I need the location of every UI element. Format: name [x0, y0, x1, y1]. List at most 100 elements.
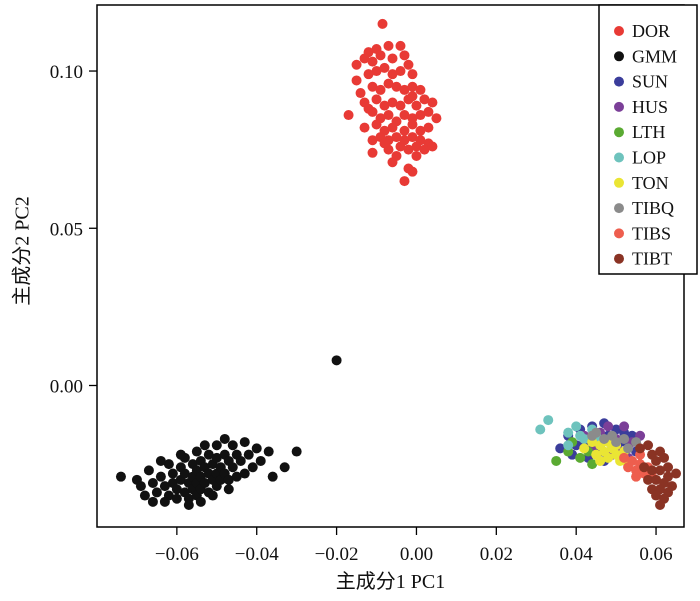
dor-point — [383, 40, 394, 51]
gmm-point — [251, 443, 262, 454]
ton-point — [595, 455, 606, 466]
y-tick-label: 0.05 — [50, 219, 83, 240]
lth-point — [587, 459, 598, 470]
dor-point — [375, 50, 386, 61]
dor-point — [383, 78, 394, 89]
y-tick-label: 0.10 — [50, 62, 83, 83]
gmm-point — [199, 477, 210, 488]
dor-point — [395, 141, 406, 152]
dor-point — [415, 110, 426, 121]
legend-box — [598, 4, 698, 275]
lop-point — [575, 430, 586, 441]
dor-point — [371, 119, 382, 130]
gmm-point — [143, 465, 154, 476]
dor-point — [391, 132, 402, 143]
dor-point — [423, 106, 434, 117]
tibq-point — [619, 433, 630, 444]
x-axis-title: 主成分1 PC1 — [336, 570, 445, 593]
lop-point — [571, 421, 582, 432]
series-tibq — [587, 427, 642, 454]
legend-label-gmm: GMM — [632, 46, 677, 66]
dor-point — [367, 56, 378, 67]
gmm-point — [159, 496, 170, 507]
gmm-point — [227, 440, 238, 451]
dor-point — [375, 84, 386, 95]
dor-point — [379, 100, 390, 111]
y-tick-label: 0.00 — [50, 376, 83, 397]
gmm-point — [171, 493, 182, 504]
gmm-point — [167, 468, 178, 479]
lth-point — [575, 452, 586, 463]
series-dor — [343, 18, 442, 187]
x-tick-label: −0.02 — [315, 544, 359, 565]
gmm-point — [211, 452, 222, 463]
gmm-point — [219, 433, 230, 444]
sun-point — [555, 443, 566, 454]
lop-point — [535, 424, 546, 435]
gmm-point — [235, 455, 246, 466]
legend-swatch-tibq — [614, 203, 624, 214]
x-tick-label: −0.06 — [155, 544, 199, 565]
hus-point — [603, 421, 614, 432]
tibq-point — [587, 430, 598, 441]
dor-point — [355, 88, 366, 99]
dor-point — [419, 144, 430, 155]
dor-point — [387, 122, 398, 133]
gmm-point — [207, 490, 218, 501]
legend-swatch-dor — [614, 26, 624, 36]
tibt-point — [651, 474, 662, 485]
dor-point — [367, 135, 378, 146]
dor-point — [363, 103, 374, 114]
dor-point — [351, 59, 362, 70]
gmm-point — [331, 355, 342, 366]
gmm-point — [195, 496, 206, 507]
dor-point — [403, 144, 414, 155]
gmm-point — [291, 446, 302, 457]
dor-point — [379, 62, 390, 73]
ton-point — [579, 443, 590, 454]
dor-point — [399, 176, 410, 187]
dor-point — [431, 113, 442, 124]
dor-point — [371, 94, 382, 105]
series-lop — [535, 415, 606, 451]
dor-point — [343, 110, 354, 121]
gmm-point — [147, 477, 158, 488]
dor-point — [379, 138, 390, 149]
gmm-point — [227, 462, 238, 473]
tibs-point — [627, 455, 638, 466]
gmm-point — [263, 446, 274, 457]
data-points-layer — [115, 18, 682, 510]
gmm-point — [135, 481, 146, 492]
dor-point — [387, 97, 398, 108]
gmm-point — [163, 459, 174, 470]
dor-point — [387, 53, 398, 64]
dor-point — [399, 110, 410, 121]
dor-point — [407, 119, 418, 130]
lop-point — [563, 427, 574, 438]
legend-swatch-hus — [614, 101, 624, 112]
gmm-point — [115, 471, 126, 482]
legend-label-hus: HUS — [632, 97, 668, 117]
dor-point — [415, 125, 426, 136]
dor-point — [387, 69, 398, 80]
gmm-point — [203, 449, 214, 460]
x-tick-label: 0.02 — [480, 544, 513, 565]
gmm-point — [223, 484, 234, 495]
legend-swatch-sun — [614, 76, 624, 87]
dor-point — [411, 141, 422, 152]
gmm-point — [255, 455, 266, 466]
dor-point — [371, 66, 382, 77]
gmm-point — [139, 490, 150, 501]
x-tick-label: −0.04 — [235, 544, 279, 565]
ton-point — [603, 452, 614, 463]
legend-swatch-tibs — [614, 228, 624, 239]
dor-point — [377, 18, 388, 29]
gmm-point — [239, 468, 250, 479]
dor-point — [367, 81, 378, 92]
gmm-point — [239, 437, 250, 448]
dor-point — [407, 132, 418, 143]
gmm-point — [191, 446, 202, 457]
series-gmm — [115, 355, 342, 510]
gmm-point — [267, 471, 278, 482]
axes-layer: −0.06 −0.04 −0.02 0.00 0.02 0.04 0.06 0.00 0.05 0… — [50, 4, 685, 565]
